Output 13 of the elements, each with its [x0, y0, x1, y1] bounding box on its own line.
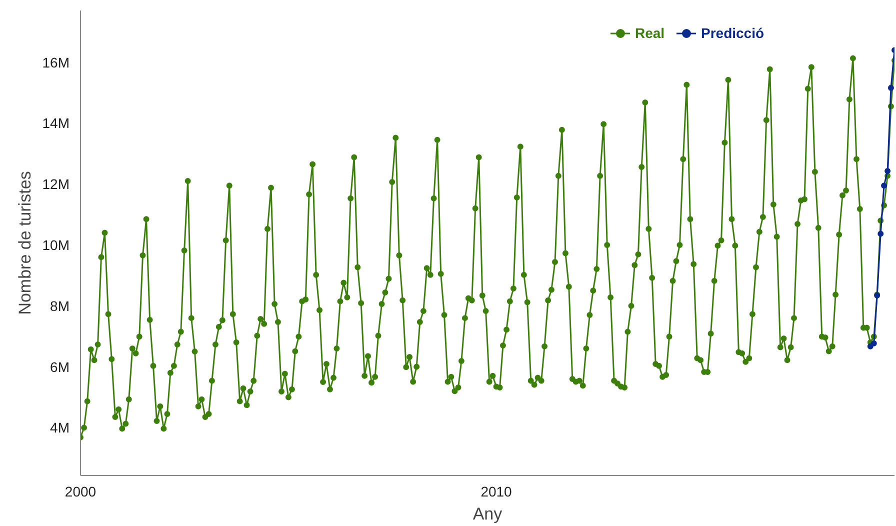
y-tick-label: 8M	[50, 298, 70, 314]
x-axis-title: Any	[472, 504, 503, 524]
legend-label: Real	[635, 25, 665, 41]
legend-label: Predicció	[701, 25, 764, 41]
y-tick-label: 14M	[42, 115, 70, 132]
y-tick-label: 16M	[42, 54, 70, 70]
x-tick-label: 2010	[480, 484, 512, 500]
y-axis-title: Nombre de turistes	[15, 171, 34, 315]
y-tick-label: 12M	[42, 176, 70, 192]
y-tick-label: 4M	[50, 420, 70, 436]
y-tick-label: 10M	[42, 236, 70, 253]
y-tick-label: 6M	[50, 358, 70, 375]
x-tick-label: 2000	[64, 484, 96, 500]
